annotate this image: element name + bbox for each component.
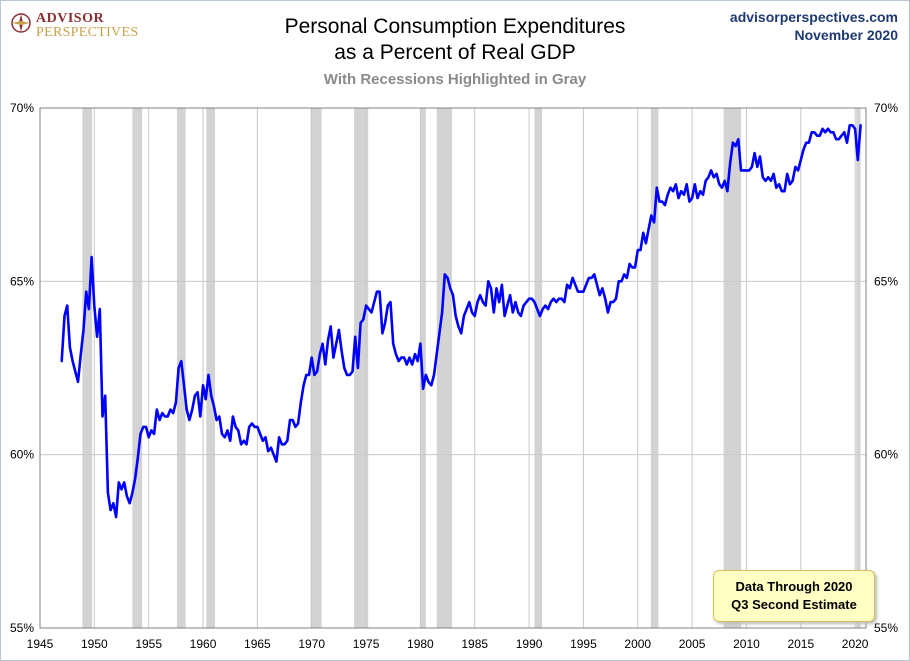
advisor-perspectives-logo: ADVISOR PERSPECTIVES [10,9,140,40]
recession-band-0 [82,108,93,628]
x-tick-label-1985: 1985 [461,637,488,651]
recession-band-8 [534,108,543,628]
data-through-note: Data Through 2020 Q3 Second Estimate [713,570,875,622]
y-tick-label-right-60: 60% [874,448,898,462]
gridlines [40,108,866,628]
note-line2: Q3 Second Estimate [731,597,857,612]
y-tick-label-left-65: 65% [10,274,34,288]
publish-date: November 2020 [794,27,898,43]
note-line1: Data Through 2020 [735,579,853,594]
y-tick-label-left-60: 60% [10,448,34,462]
x-tick-label-1945: 1945 [27,637,54,651]
x-tick-label-1965: 1965 [244,637,271,651]
logo-line2: PERSPECTIVES [36,25,139,40]
x-tick-label-2005: 2005 [679,637,706,651]
x-tick-label-1960: 1960 [190,637,217,651]
x-tick-label-2020: 2020 [842,637,869,651]
chart-subtitle: With Recessions Highlighted in Gray [323,71,587,88]
x-tick-label-1995: 1995 [570,637,597,651]
y-tick-label-left-55: 55% [10,621,34,635]
x-tick-label-1950: 1950 [81,637,108,651]
x-tick-label-2010: 2010 [733,637,760,651]
x-tick-label-2000: 2000 [624,637,651,651]
x-tick-label-1975: 1975 [353,637,380,651]
series-line-pce-pct-gdp [60,124,862,519]
recession-band-11 [856,108,861,628]
logo-line1: ADVISOR [36,11,105,26]
recession-band-10 [723,108,742,628]
chart-title-line2: as a Percent of Real GDP [334,41,576,64]
recession-band-5 [354,108,369,628]
recession-band-1 [132,108,143,628]
x-tick-label-1990: 1990 [516,637,543,651]
recession-bands [82,108,861,628]
y-tick-label-right-70: 70% [874,101,898,115]
site-url: advisorperspectives.com [729,9,898,25]
x-tick-label-1980: 1980 [407,637,434,651]
x-tick-label-1955: 1955 [135,637,162,651]
plot-border [39,107,867,629]
compass-icon [11,13,31,33]
y-tick-label-left-70: 70% [10,101,34,115]
y-tick-label-right-65: 65% [874,274,898,288]
x-tick-label-2015: 2015 [787,637,814,651]
recession-band-9 [650,108,659,628]
chart-title-line1: Personal Consumption Expenditures [284,15,626,38]
x-tick-label-1970: 1970 [298,637,325,651]
recession-band-7 [436,108,452,628]
y-tick-label-right-55: 55% [874,621,898,635]
recession-band-4 [310,108,322,628]
axis-ticks: 1945 1950 1955 1960 1965 1970 1975 1980 1985 1990… [10,101,898,651]
recession-band-3 [206,108,215,628]
